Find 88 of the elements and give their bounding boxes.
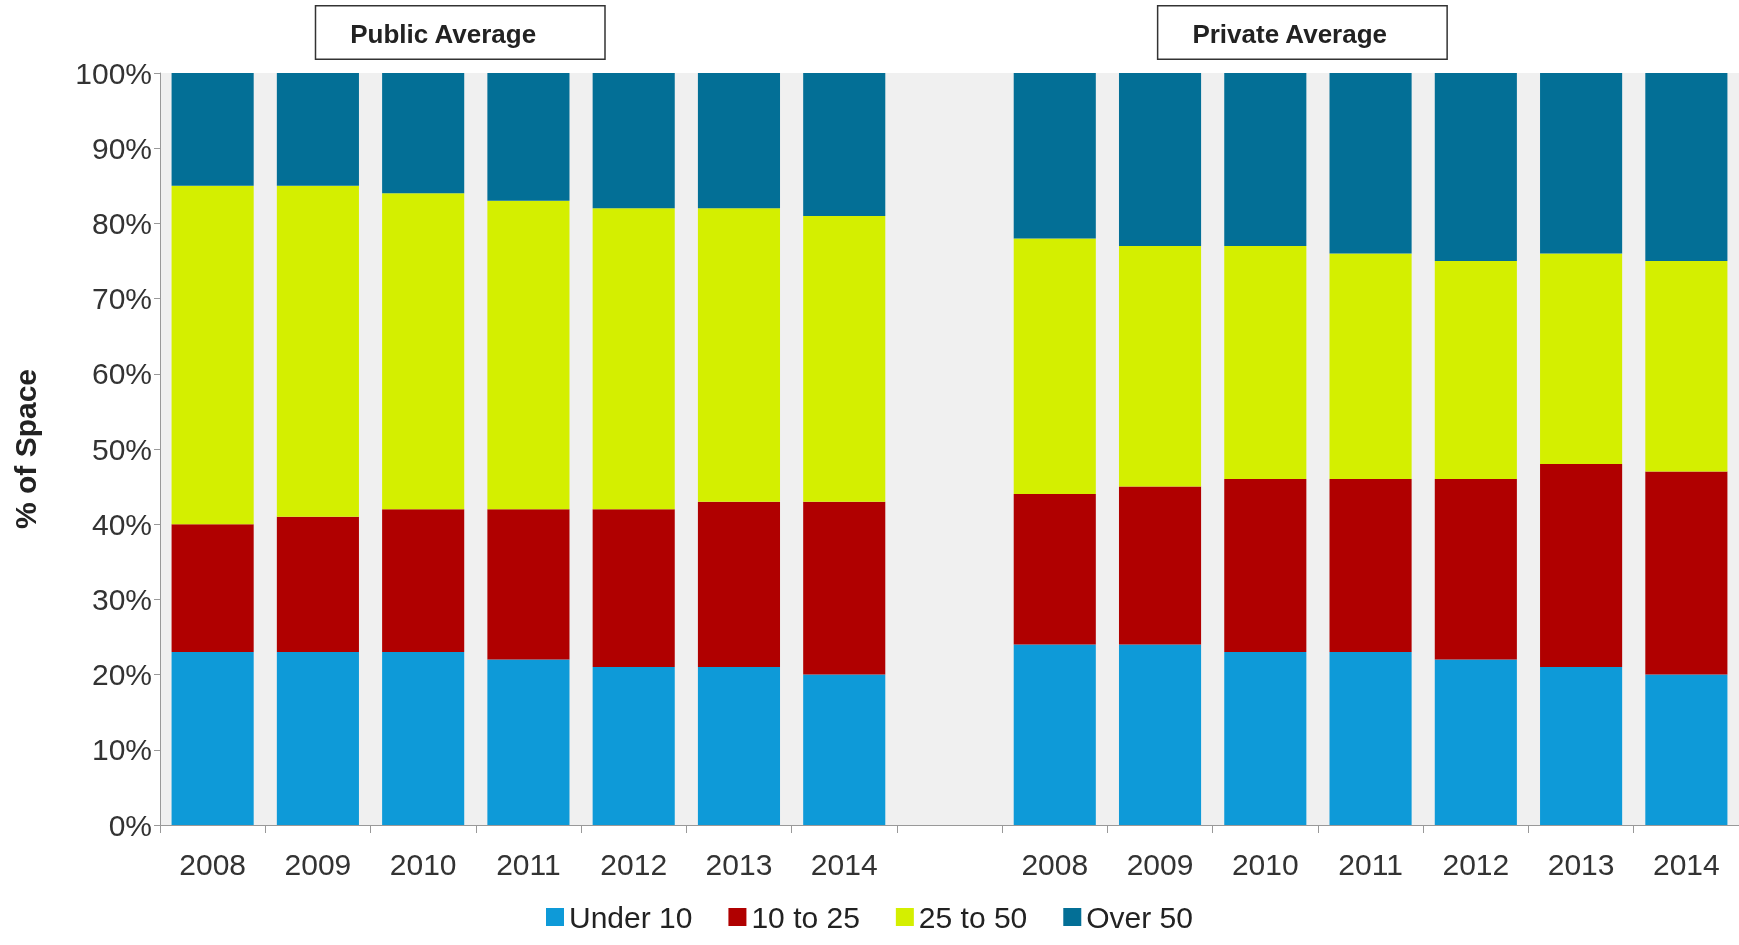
- bar: [1118, 644, 1202, 825]
- y-tick-label: 40%: [91, 507, 152, 541]
- bar: [803, 73, 886, 216]
- bar: [592, 208, 675, 510]
- bar: [1224, 73, 1307, 246]
- bar: [1224, 652, 1307, 825]
- bar: [1434, 261, 1517, 480]
- bar: [171, 524, 254, 653]
- bar: [1434, 73, 1517, 261]
- bar: [171, 652, 254, 825]
- bar: [1224, 245, 1307, 480]
- y-tick-label: 20%: [91, 658, 152, 692]
- bar: [1329, 479, 1412, 653]
- bar: [1434, 479, 1517, 660]
- x-tick-label: 2014: [1652, 847, 1720, 881]
- y-tick-label: 100%: [75, 56, 152, 90]
- x-tick-label: 2010: [1231, 847, 1299, 881]
- legend-label: 10 to 25: [751, 900, 860, 934]
- bar: [1013, 73, 1096, 239]
- bar: [1540, 73, 1623, 254]
- bar: [1013, 238, 1096, 495]
- bar: [171, 185, 254, 525]
- y-tick-label: 0%: [108, 808, 152, 842]
- bar: [592, 73, 675, 209]
- bar: [1540, 464, 1623, 668]
- bar: [487, 659, 570, 825]
- bar: [171, 73, 254, 186]
- y-tick-label: 10%: [91, 733, 152, 767]
- bar: [1013, 644, 1096, 825]
- x-tick-label: 2012: [600, 847, 668, 881]
- bar: [487, 73, 570, 201]
- y-tick-label: 30%: [91, 582, 152, 616]
- x-tick-label: 2013: [705, 847, 773, 881]
- y-tick-label: 60%: [91, 357, 152, 391]
- y-tick-label: 90%: [91, 131, 152, 165]
- bar: [1224, 479, 1307, 653]
- x-tick-label: 2012: [1442, 847, 1510, 881]
- bar: [697, 501, 781, 668]
- bar: [1118, 73, 1202, 246]
- text: Public Average: [350, 18, 537, 49]
- y-tick-label: 80%: [91, 206, 152, 240]
- bar: [1645, 261, 1728, 472]
- bar: [697, 73, 781, 209]
- bar: [1645, 674, 1728, 825]
- bar: [803, 674, 886, 825]
- bar: [1329, 73, 1412, 254]
- bar: [382, 652, 465, 825]
- x-tick-label: 2008: [179, 847, 247, 881]
- text: Private Average: [1192, 18, 1388, 49]
- bar: [382, 73, 465, 194]
- legend-label: Over 50: [1086, 900, 1193, 934]
- bar: [1329, 652, 1412, 825]
- bar: [487, 509, 570, 660]
- bar: [1329, 253, 1412, 480]
- bar: [276, 516, 359, 653]
- bar: [1645, 471, 1728, 675]
- bar: [276, 652, 359, 825]
- bar: [487, 200, 570, 510]
- bar: [1540, 667, 1623, 825]
- y-tick-label: 50%: [91, 432, 152, 466]
- x-tick-label: 2011: [496, 847, 561, 881]
- bar: [382, 509, 465, 653]
- y-axis-title: % of Space: [8, 368, 42, 530]
- legend-label: Under 10: [569, 900, 693, 934]
- x-tick-label: 2013: [1547, 847, 1615, 881]
- bar: [697, 208, 781, 502]
- bar: [382, 193, 465, 510]
- x-tick-label: 2010: [389, 847, 457, 881]
- bar: [1645, 73, 1728, 261]
- bar: [592, 509, 675, 668]
- bar: [803, 501, 886, 675]
- bar: [276, 185, 359, 517]
- x-tick-label: 2009: [284, 847, 352, 881]
- bar: [803, 215, 886, 502]
- bar: [1013, 494, 1096, 645]
- x-tick-label: 2011: [1338, 847, 1403, 881]
- bar: [697, 667, 781, 825]
- x-tick-label: 2014: [810, 847, 878, 881]
- legend-label: 25 to 50: [918, 900, 1028, 934]
- bar: [1118, 245, 1202, 487]
- x-tick-label: 2009: [1126, 847, 1194, 881]
- bar: [1434, 659, 1517, 825]
- y-tick-label: 70%: [91, 282, 152, 316]
- bar: [1540, 253, 1623, 465]
- x-tick-label: 2008: [1021, 847, 1089, 881]
- bar: [276, 73, 359, 186]
- bar: [1118, 486, 1202, 645]
- bar: [592, 667, 675, 825]
